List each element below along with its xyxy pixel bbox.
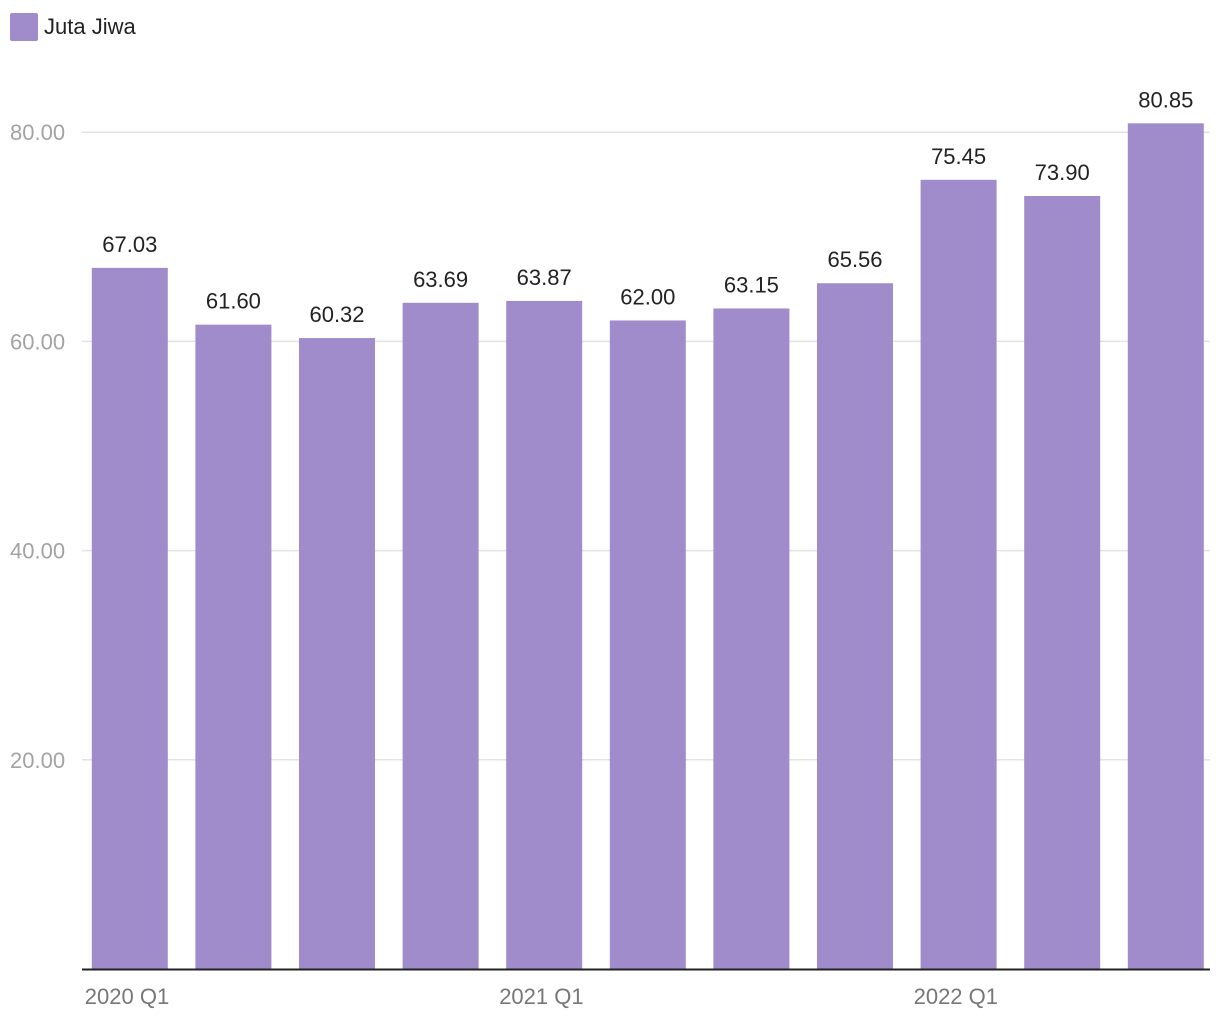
x-tick-label: 2022 Q1 <box>914 984 998 1009</box>
x-tick-label: 2020 Q1 <box>85 984 169 1009</box>
bar <box>609 320 686 970</box>
data-label: 80.85 <box>1138 87 1193 112</box>
data-label: 73.90 <box>1035 160 1090 185</box>
bar <box>91 267 168 969</box>
data-label: 63.69 <box>413 267 468 292</box>
bar <box>402 302 479 969</box>
legend-label: Juta Jiwa <box>44 14 136 39</box>
bar <box>299 338 375 969</box>
data-label: 63.87 <box>517 265 572 290</box>
data-label: 62.00 <box>620 284 675 309</box>
legend: Juta Jiwa <box>10 13 136 41</box>
data-labels: 67.03 61.60 60.32 63.69 63.87 62.00 63.15 65.56… <box>102 87 1193 327</box>
y-tick-label: 60.00 <box>10 329 65 354</box>
data-label: 65.56 <box>827 247 882 272</box>
x-axis-labels: 2020 Q1 2021 Q1 2022 Q1 <box>85 984 998 1009</box>
data-label: 75.45 <box>931 144 986 169</box>
data-label: 60.32 <box>309 302 364 327</box>
y-tick-label: 40.00 <box>10 539 65 564</box>
data-label: 61.60 <box>206 289 261 314</box>
bar <box>817 283 893 969</box>
y-axis-ticks: 20.00 40.00 60.00 80.00 <box>10 120 65 773</box>
legend-swatch <box>10 13 38 41</box>
bar <box>1127 123 1204 969</box>
bar <box>195 324 272 969</box>
bar <box>920 179 997 970</box>
x-tick-label: 2021 Q1 <box>499 984 583 1009</box>
data-label: 67.03 <box>102 232 157 257</box>
data-label: 63.15 <box>724 272 779 297</box>
y-tick-label: 20.00 <box>10 748 65 773</box>
bar <box>713 308 790 969</box>
bar <box>506 300 583 969</box>
bar <box>1024 196 1101 970</box>
y-tick-label: 80.00 <box>10 120 65 145</box>
bars <box>91 123 1204 970</box>
